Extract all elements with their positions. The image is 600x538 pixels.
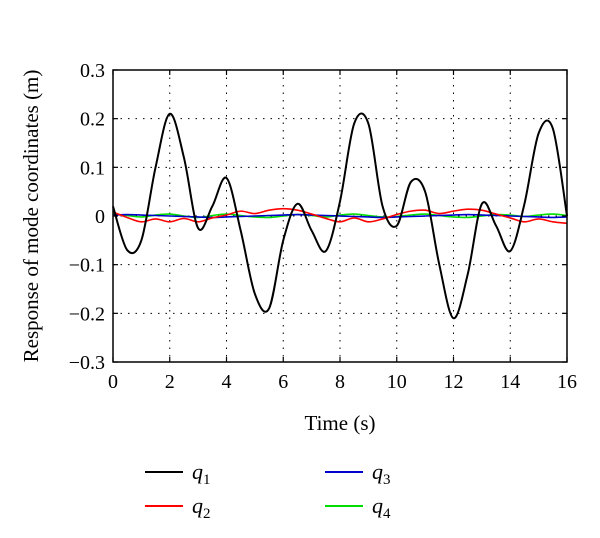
x-tick-label: 8 [335, 371, 345, 393]
y-tick-label: −0.3 [69, 352, 105, 374]
y-axis-label: Response of mode coordinates (m) [19, 70, 43, 363]
legend-symbol: q [372, 493, 383, 518]
y-tick-label: −0.2 [69, 303, 105, 325]
legend-subscript: 1 [203, 472, 211, 488]
legend-label-q1: q1 [192, 459, 211, 488]
x-tick-label: 12 [444, 371, 464, 393]
x-axis-label: Time (s) [305, 411, 376, 435]
x-tick-label: 16 [557, 371, 577, 393]
legend-label-q2: q2 [192, 493, 211, 522]
x-tick-label: 10 [387, 371, 407, 393]
legend-subscript: 3 [383, 472, 391, 488]
legend-symbol: q [192, 493, 203, 518]
x-tick-label: 4 [222, 371, 232, 393]
legend-subscript: 4 [383, 506, 391, 522]
y-tick-label: 0.3 [80, 60, 105, 82]
x-tick-label: 14 [500, 371, 520, 393]
series-line-q2 [112, 207, 568, 225]
series-lines [112, 112, 568, 320]
y-tick-label: 0.1 [80, 157, 105, 179]
legend-subscript: 2 [203, 506, 211, 522]
legend-label-q3: q3 [372, 459, 391, 488]
legend-symbol: q [192, 459, 203, 484]
tick-marks [112, 69, 568, 363]
y-tick-label: 0.2 [80, 109, 105, 131]
x-tick-labels: 0 2 4 6 8 10 12 14 16 [108, 371, 577, 393]
y-tick-labels: −0.3 −0.2 −0.1 0 0.1 0.2 0.3 [69, 60, 105, 374]
legend-symbol: q [372, 459, 383, 484]
x-tick-label: 0 [108, 371, 118, 393]
x-tick-label: 2 [165, 371, 175, 393]
legend-label-q4: q4 [372, 493, 391, 522]
series-line-q1 [112, 112, 568, 320]
y-tick-label: 0 [95, 206, 105, 228]
x-tick-label: 6 [278, 371, 288, 393]
y-tick-label: −0.1 [69, 255, 105, 277]
